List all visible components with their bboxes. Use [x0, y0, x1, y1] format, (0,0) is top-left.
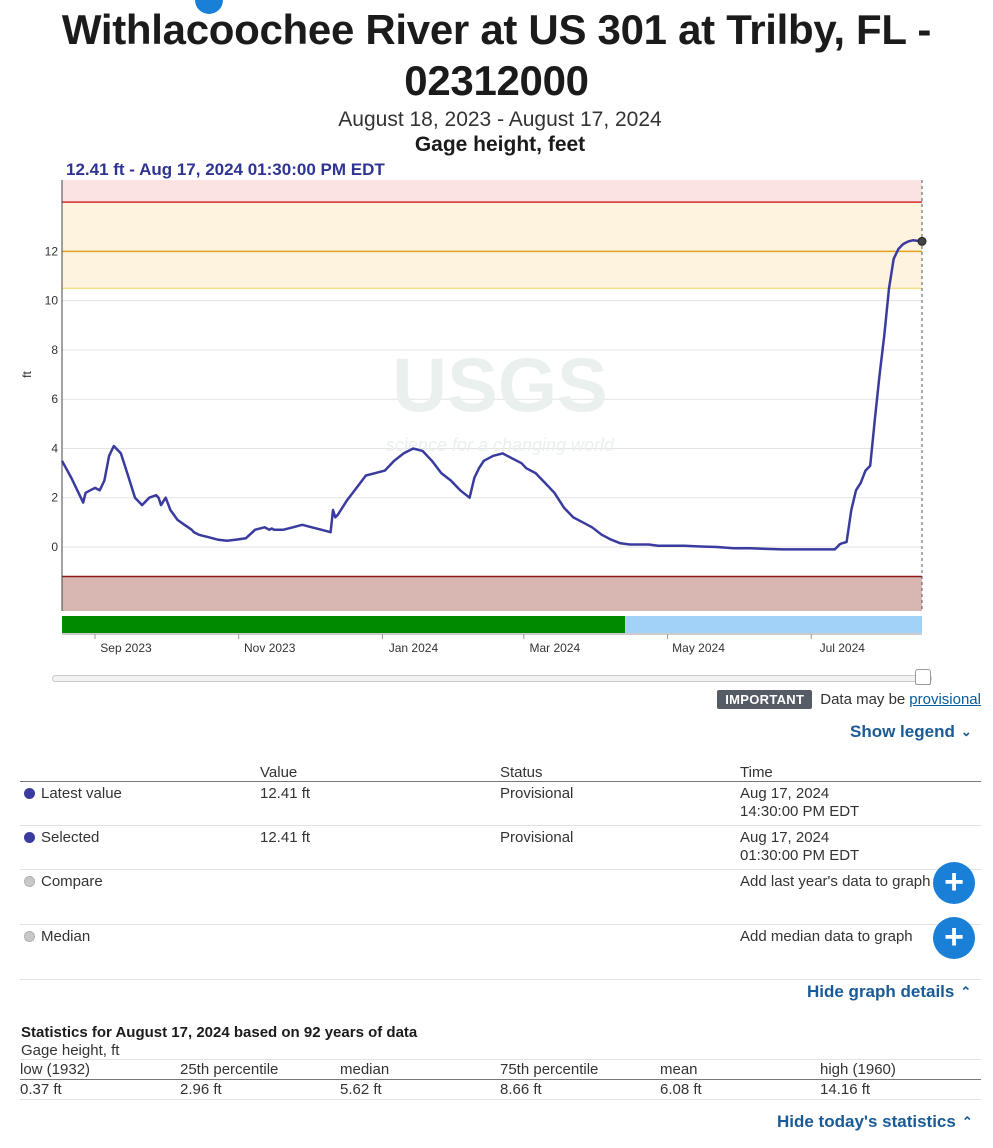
- hide-graph-details-label: Hide graph details: [807, 982, 955, 1001]
- usgs-watermark-tagline: science for a changing world: [386, 435, 615, 455]
- legend-date: Aug 17, 2024: [740, 785, 830, 802]
- chevron-up-icon: ⌃: [961, 1114, 973, 1129]
- legend-label: Selected: [41, 829, 100, 846]
- legend-header-status: Status: [500, 764, 740, 782]
- stat-header: low (1932): [20, 1059, 180, 1080]
- hide-stats-toggle[interactable]: Hide today's statistics ⌃: [777, 1112, 973, 1132]
- page-title: Withlacoochee River at US 301 at Trilby,…: [61, 6, 932, 104]
- legend-value: 12.41 ft: [260, 781, 500, 826]
- legend-time: 14:30:00 PM EDT: [740, 803, 860, 820]
- approval-bar-segment: [62, 616, 626, 633]
- hide-graph-details-toggle[interactable]: Hide graph details ⌃: [807, 982, 971, 1002]
- legend-label: Compare: [41, 873, 103, 890]
- legend-date: Aug 17, 2024: [740, 829, 830, 846]
- legend-status: Provisional: [500, 825, 740, 870]
- x-tick-label: Jul 2024: [820, 641, 866, 655]
- selected-point-marker: [917, 236, 927, 246]
- stat-header: 25th percentile: [180, 1059, 340, 1080]
- legend-row-selected: Selected 12.41 ft Provisional Aug 17, 20…: [20, 825, 981, 870]
- stat-value: 0.37 ft: [20, 1079, 180, 1100]
- y-tick-label: 0: [51, 540, 58, 554]
- x-tick-label: Sep 2023: [100, 641, 152, 655]
- stat-header: mean: [660, 1059, 820, 1080]
- time-slider-handle[interactable]: [915, 669, 931, 685]
- legend-status: Provisional: [500, 781, 740, 826]
- provisional-notice: IMPORTANT Data may be provisional: [717, 690, 981, 709]
- y-tick-label: 10: [45, 294, 59, 308]
- important-badge: IMPORTANT: [717, 690, 813, 709]
- y-axis-label: ft: [20, 371, 34, 378]
- stat-value: 6.08 ft: [660, 1079, 820, 1100]
- chevron-down-icon: ⌄: [960, 724, 972, 739]
- selected-readout: 12.41 ft - Aug 17, 2024 01:30:00 PM EDT: [66, 160, 385, 179]
- x-tick-label: Jan 2024: [389, 641, 439, 655]
- flood-band-major: [62, 180, 922, 203]
- statistics-title: Statistics for August 17, 2024 based on …: [21, 1024, 418, 1041]
- x-tick-label: May 2024: [672, 641, 725, 655]
- legend-header-time: Time: [740, 764, 981, 782]
- gage-height-series-line: [60, 239, 923, 551]
- notice-text: Data may be: [820, 691, 906, 708]
- compare-marker-icon: [24, 876, 35, 887]
- chevron-up-icon: ⌃: [960, 984, 972, 999]
- legend-label: Median: [41, 928, 91, 945]
- usgs-watermark: USGS: [392, 344, 607, 429]
- legend-label: Latest value: [41, 785, 122, 802]
- low-band: [62, 576, 922, 611]
- flood-band-action: [62, 202, 922, 289]
- legend-row-latest: Latest value 12.41 ft Provisional Aug 17…: [20, 781, 981, 826]
- y-tick-label: 12: [45, 244, 59, 258]
- statistics-table: low (1932) 25th percentile median 75th p…: [20, 1059, 981, 1100]
- legend-value: 12.41 ft: [260, 825, 500, 870]
- stat-header: median: [340, 1059, 500, 1080]
- provisional-link[interactable]: provisional: [909, 691, 981, 708]
- legend-row-compare: Compare Add last year's data to graph: [20, 869, 981, 925]
- legend-table: Value Status Time Latest value 12.41 ft …: [20, 764, 981, 980]
- stat-values-row: 0.37 ft 2.96 ft 5.62 ft 8.66 ft 6.08 ft …: [20, 1079, 981, 1100]
- show-legend-label: Show legend: [850, 722, 955, 741]
- y-tick-label: 6: [51, 392, 58, 406]
- stat-value: 14.16 ft: [820, 1079, 981, 1100]
- y-tick-label: 8: [51, 343, 58, 357]
- x-tick-label: Nov 2023: [244, 641, 296, 655]
- legend-row-median: Median Add median data to graph: [20, 924, 981, 980]
- stat-value: 8.66 ft: [500, 1079, 660, 1100]
- date-range: August 18, 2023 - August 17, 2024: [338, 108, 662, 131]
- time-slider-track[interactable]: [52, 675, 932, 682]
- add-compare-button[interactable]: +: [933, 862, 975, 904]
- stat-value: 5.62 ft: [340, 1079, 500, 1100]
- stat-header: 75th percentile: [500, 1059, 660, 1080]
- y-tick-label: 2: [51, 491, 58, 505]
- info-icon[interactable]: [195, 0, 223, 14]
- y-tick-label: 4: [51, 441, 58, 455]
- latest-marker-icon: [24, 788, 35, 799]
- hide-stats-label: Hide today's statistics: [777, 1112, 956, 1131]
- add-median-button[interactable]: +: [933, 917, 975, 959]
- approval-bar-segment: [625, 616, 922, 633]
- statistics-subtitle: Gage height, ft: [21, 1042, 120, 1059]
- parameter-label: Gage height, feet: [414, 133, 586, 156]
- selected-marker-icon: [24, 832, 35, 843]
- legend-header-label: [20, 764, 260, 782]
- legend-header-value: Value: [260, 764, 500, 782]
- hydrograph-chart[interactable]: USGS science for a changing world 0 2 4 6 8 10 1…: [0, 178, 993, 668]
- x-tick-label: Mar 2024: [529, 641, 580, 655]
- median-marker-icon: [24, 931, 35, 942]
- show-legend-toggle[interactable]: Show legend ⌄: [850, 722, 972, 742]
- legend-time: 01:30:00 PM EDT: [740, 847, 860, 864]
- stat-header: high (1960): [820, 1059, 981, 1080]
- stat-value: 2.96 ft: [180, 1079, 340, 1100]
